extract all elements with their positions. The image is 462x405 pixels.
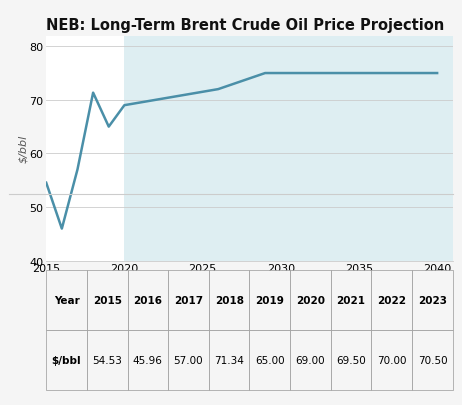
Y-axis label: $/bbl: $/bbl — [18, 134, 28, 163]
Text: NEB: Long-Term Brent Crude Oil Price Projection: NEB: Long-Term Brent Crude Oil Price Pro… — [46, 17, 444, 32]
Bar — [124, 36, 453, 261]
